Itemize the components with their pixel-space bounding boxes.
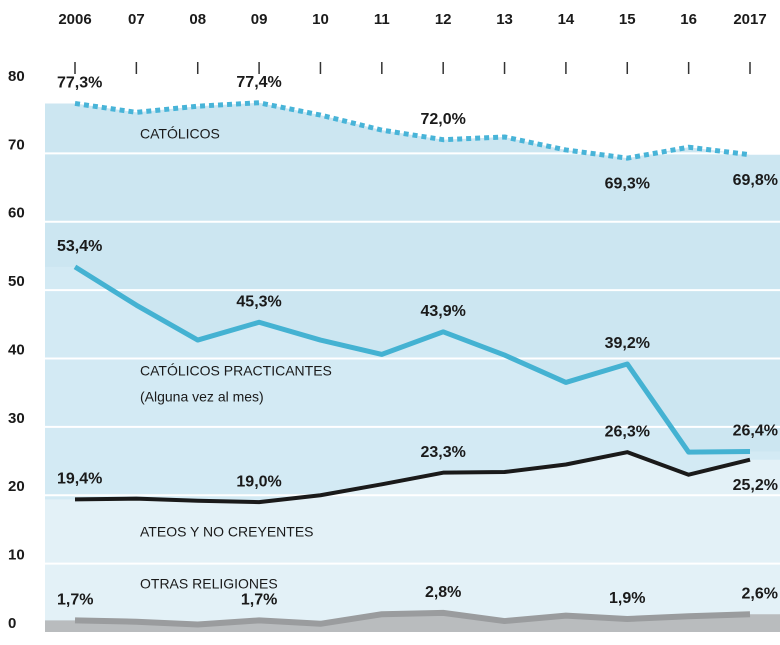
y-tick-label: 80 [8, 68, 25, 85]
value-label: 45,3% [236, 293, 281, 310]
y-tick-label: 50 [8, 273, 25, 290]
x-tick-label: 2006 [58, 11, 91, 28]
x-tick-label: 10 [312, 11, 329, 28]
y-tick-label: 10 [8, 547, 25, 564]
value-label: 69,8% [733, 172, 778, 189]
x-tick-label: 13 [496, 11, 513, 28]
value-label: 1,7% [57, 592, 93, 609]
series-note: (Alguna vez al mes) [140, 389, 264, 405]
value-label: 26,3% [605, 423, 650, 440]
series-name: OTRAS RELIGIONES [140, 576, 278, 592]
value-label: 77,4% [236, 74, 281, 91]
y-tick-label: 30 [8, 410, 25, 427]
y-tick-label: 0 [8, 615, 16, 632]
series-line [74, 609, 751, 628]
x-tick-label: 07 [128, 11, 145, 28]
value-label: 77,3% [57, 75, 102, 92]
x-tick-label: 16 [680, 11, 697, 28]
x-tick-label: 14 [558, 11, 575, 28]
x-tick-label: 2017 [733, 11, 766, 28]
value-label: 26,4% [733, 423, 778, 440]
series-name: CATÓLICOS [140, 126, 220, 142]
x-tick-label: 12 [435, 11, 452, 28]
x-tick-label: 09 [251, 11, 268, 28]
x-tick-label: 15 [619, 11, 636, 28]
value-label: 25,2% [733, 477, 778, 494]
y-tick-label: 70 [8, 136, 25, 153]
value-label: 23,3% [420, 444, 465, 461]
x-tick-label: 08 [189, 11, 206, 28]
value-label: 69,3% [605, 175, 650, 192]
area [45, 452, 780, 632]
value-label: 2,8% [425, 584, 461, 601]
y-tick-label: 20 [8, 478, 25, 495]
y-tick-label: 60 [8, 205, 25, 222]
value-label: 43,9% [420, 303, 465, 320]
series-line [74, 100, 751, 161]
series-name: CATÓLICOS PRACTICANTES [140, 363, 332, 379]
x-tick-label: 11 [374, 11, 390, 28]
y-tick-label: 40 [8, 341, 25, 358]
value-label: 1,7% [241, 592, 277, 609]
value-label: 53,4% [57, 238, 102, 255]
series-name: ATEOS Y NO CREYENTES [140, 524, 314, 540]
series-line [74, 450, 751, 505]
value-label: 39,2% [605, 335, 650, 352]
value-label: 19,0% [236, 473, 281, 490]
value-label: 1,9% [609, 590, 645, 607]
value-label: 2,6% [742, 585, 778, 602]
series-line [73, 264, 751, 455]
value-label: 19,4% [57, 471, 102, 488]
value-label: 72,0% [420, 111, 465, 128]
